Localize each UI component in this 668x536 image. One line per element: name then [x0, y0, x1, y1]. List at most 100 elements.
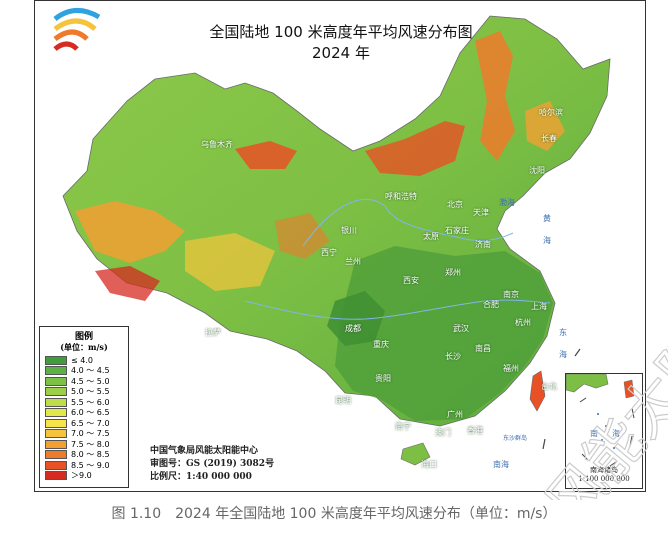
city-label: 银川	[341, 226, 357, 235]
sea-label: 海	[543, 236, 551, 245]
legend-swatch	[45, 355, 67, 365]
qinghai-highwind	[275, 213, 330, 259]
city-label: 武汉	[453, 324, 469, 333]
legend-swatch	[45, 387, 67, 397]
city-label: 海口	[421, 460, 437, 469]
sea-label: 渤海	[499, 198, 515, 207]
legend-entry: 6.5 ～ 7.0	[45, 418, 128, 429]
sea-label: 东	[559, 328, 567, 337]
city-label: 福州	[503, 364, 519, 373]
south-china-sea-inset: 南 海 南海诸岛 1:100 000 000	[565, 373, 643, 489]
city-label: 济南	[475, 240, 491, 249]
inset-sea-label-south: 南	[590, 429, 598, 438]
city-label: 成都	[345, 324, 361, 333]
map-year: 2024 年	[312, 44, 370, 62]
legend-label: ＞9.0	[71, 471, 92, 481]
city-label: 沈阳	[529, 166, 545, 175]
legend-title: 图例	[74, 332, 93, 342]
legend-swatch	[45, 450, 67, 460]
legend-label: 6.5 ～ 7.0	[71, 418, 110, 428]
map-scale: 比例尺：1:40 000 000	[150, 472, 252, 482]
inset-graphic	[566, 374, 635, 467]
legend-swatch	[45, 376, 67, 386]
china-map-graphic	[53, 8, 611, 466]
taiwan-island	[529, 370, 546, 412]
city-label: 郑州	[445, 268, 461, 277]
yellow-river	[302, 199, 514, 247]
legend-label: ≤ 4.0	[71, 355, 93, 365]
legend-entry: 8.0 ～ 8.5	[45, 450, 128, 461]
city-label: 台北	[541, 382, 557, 391]
city-label: 南宁	[395, 422, 411, 431]
legend-label: 4.5 ～ 5.0	[71, 376, 110, 386]
sea-label: 黄	[543, 214, 551, 223]
legend-label: 7.5 ～ 8.0	[71, 439, 110, 449]
city-label: 南昌	[475, 344, 491, 353]
city-label: 拉萨	[205, 328, 221, 337]
city-label: 重庆	[373, 340, 389, 349]
legend-entry: 7.5 ～ 8.0	[45, 439, 128, 450]
city-label: 昆明	[335, 396, 351, 405]
legend-label: 8.5 ～ 9.0	[71, 460, 110, 470]
legend: 图例 (单位：m/s) ≤ 4.0 4.0 ～ 4.5 4.5 ～ 5.0 5.0 ～…	[39, 326, 129, 488]
wind-map: 全国陆地 100 米高度年平均风速分布图 2024 年 哈尔滨 长春 沈阳 乌鲁…	[34, 0, 646, 492]
sichuan-basin	[327, 291, 385, 346]
city-label: 呼和浩特	[385, 192, 417, 201]
legend-label: 5.5 ～ 6.0	[71, 397, 110, 407]
city-label: 石家庄	[445, 226, 469, 235]
city-label: 哈尔滨	[539, 108, 563, 117]
legend-swatch	[45, 471, 67, 481]
legend-label: 6.0 ～ 6.5	[71, 408, 110, 418]
tianshan-highwind	[235, 141, 297, 169]
city-label: 兰州	[345, 257, 361, 266]
city-label: 长沙	[445, 352, 461, 361]
legend-entry: ≤ 4.0	[45, 355, 128, 366]
city-label: 乌鲁木齐	[201, 140, 233, 149]
city-label: 太原	[423, 232, 439, 241]
legend-entry: 6.0 ～ 6.5	[45, 408, 128, 419]
sea-label: 东沙群岛	[503, 435, 528, 442]
legend-swatch	[45, 429, 67, 439]
city-label: 天津	[473, 208, 489, 217]
boundary-dash-1	[574, 348, 581, 357]
map-info: 中国气象局风能太阳能中心 审图号：GS (2019) 3082号 比例尺：1:4…	[150, 445, 274, 484]
northeast-highwind	[475, 31, 515, 161]
legend-swatch	[45, 408, 67, 418]
legend-swatch	[45, 418, 67, 428]
approval-number: 审图号：GS (2019) 3082号	[150, 459, 275, 469]
city-label: 上海	[531, 302, 547, 311]
legend-rows: ≤ 4.0 4.0 ～ 4.5 4.5 ～ 5.0 5.0 ～ 5.5 5.5 ～ 6.…	[40, 355, 128, 481]
legend-swatch	[45, 397, 67, 407]
inset-sea-label-sea: 海	[612, 429, 620, 438]
legend-swatch	[45, 366, 67, 376]
legend-entry: 7.0 ～ 7.5	[45, 429, 128, 440]
city-label: 长春	[541, 134, 557, 143]
city-label: 广州	[447, 410, 463, 419]
yangtze-river	[244, 299, 551, 320]
hainan-island	[400, 442, 431, 466]
city-label: 杭州	[515, 318, 531, 327]
tibet-plateau-red	[95, 266, 160, 301]
figure-caption: 图 1.10 2024 年全国陆地 100 米高度年平均风速分布（单位：m/s）	[111, 506, 557, 522]
logo	[53, 8, 101, 51]
tibet-plateau-yellow	[185, 233, 275, 291]
city-label: 贵阳	[375, 374, 391, 383]
boundary-dash-3	[542, 438, 546, 450]
map-title: 全国陆地 100 米高度年平均风速分布图	[209, 23, 473, 41]
city-label: 澳门	[435, 428, 451, 437]
legend-unit: (单位：m/s)	[60, 342, 108, 352]
city-label: 合肥	[483, 300, 499, 309]
inset-caption-name: 南海诸岛	[590, 466, 618, 474]
sea-label: 南海	[493, 460, 509, 469]
legend-entry: 5.5 ～ 6.0	[45, 397, 128, 408]
legend-label: 8.0 ～ 8.5	[71, 450, 110, 460]
inner-mongolia-highwind	[365, 121, 465, 176]
southeast-green	[335, 246, 553, 421]
city-label: 香港	[467, 426, 483, 435]
legend-swatch	[45, 439, 67, 449]
legend-label: 4.0 ～ 4.5	[71, 366, 110, 376]
northeast-plain	[525, 101, 565, 151]
legend-label: 7.0 ～ 7.5	[71, 429, 110, 439]
sea-label: 海	[559, 350, 567, 359]
legend-entry: 5.0 ～ 5.5	[45, 387, 128, 398]
